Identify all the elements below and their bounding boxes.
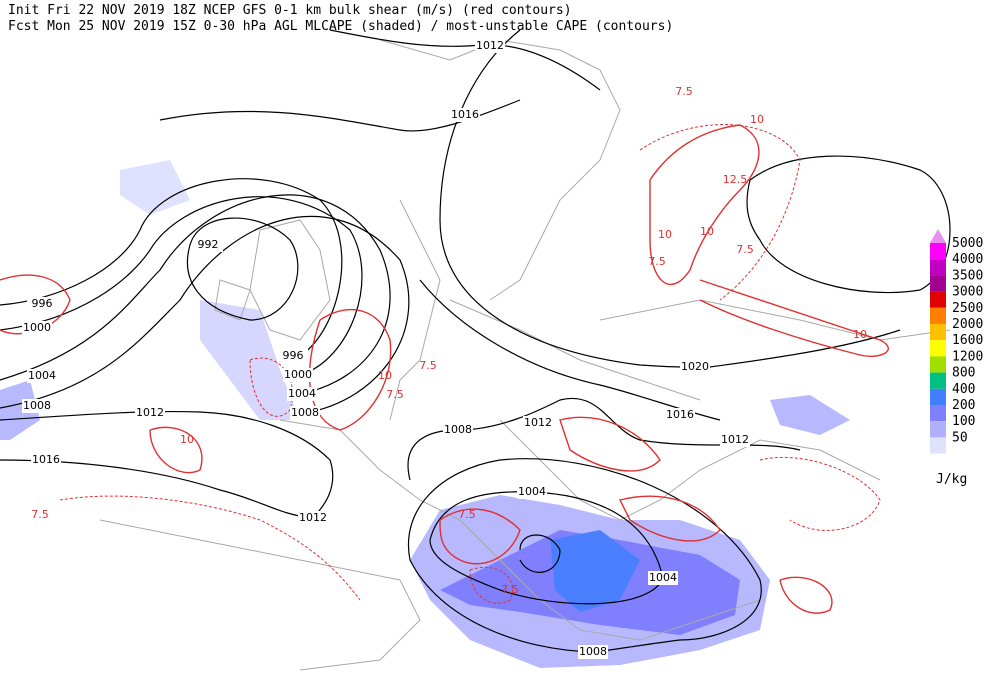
label-background — [443, 423, 473, 437]
label-background — [648, 571, 678, 585]
label-background — [278, 349, 308, 363]
isobar-label: 1020 — [681, 360, 709, 373]
label-background — [578, 645, 608, 659]
colorbar-swatch — [930, 372, 946, 389]
shear-label: 10 — [658, 228, 672, 241]
shear-label: 10 — [180, 433, 194, 446]
colorbar-label: 5000 — [952, 236, 983, 251]
isobar-label: 1000 — [23, 321, 51, 334]
label-background — [287, 387, 317, 401]
shear-label: 7.5 — [458, 508, 476, 521]
colorbar-label: 800 — [952, 366, 975, 381]
shear-label: 7.5 — [736, 243, 754, 256]
cape-shading — [0, 160, 850, 668]
shear-label: 10 — [378, 369, 392, 382]
colorbar-swatch — [930, 421, 946, 438]
shear-label: 7.5 — [648, 255, 666, 268]
isobar-label: 1004 — [28, 369, 56, 382]
isobar-label: 1016 — [451, 108, 479, 121]
shear-label: 10 — [700, 225, 714, 238]
label-background — [22, 321, 52, 335]
isobar-label: 1000 — [284, 368, 312, 381]
isobar-label: 996 — [32, 297, 53, 310]
isobar-label: 1008 — [291, 406, 319, 419]
isobar-label: 992 — [198, 238, 219, 251]
colorbar-label: 200 — [952, 398, 975, 413]
label-background — [27, 297, 57, 311]
shear-label: 7.5 — [501, 583, 519, 596]
isobar-label: 1004 — [518, 485, 546, 498]
colorbar-swatch — [930, 259, 946, 276]
label-background — [193, 238, 223, 252]
colorbar-swatch — [930, 243, 946, 260]
header-line: Init Fri 22 NOV 2019 18Z NCEP GFS 0-1 km… — [8, 3, 572, 18]
header-line: Fcst Mon 25 NOV 2019 15Z 0-30 hPa AGL ML… — [8, 19, 673, 34]
label-background — [22, 399, 52, 413]
label-background — [475, 39, 505, 53]
colorbar-label: 3500 — [952, 268, 983, 283]
isobar-labels: 1012 1016 992 996 1000 996 1000 1004 1004 1008 100… — [22, 39, 750, 659]
isobar-label: 996 — [283, 349, 304, 362]
label-background — [31, 453, 61, 467]
isobar-label: 1012 — [476, 39, 504, 52]
label-background — [523, 416, 553, 430]
label-background — [27, 369, 57, 383]
colorbar-arrow — [930, 229, 946, 243]
shear-label: 12.5 — [723, 173, 748, 186]
colorbar-swatch — [930, 324, 946, 341]
isobar-label: 1008 — [444, 423, 472, 436]
colorbar-swatch — [930, 437, 946, 454]
colorbar-label: 2500 — [952, 301, 983, 316]
colorbar-swatch — [930, 291, 946, 308]
colorbar-swatch — [930, 388, 946, 405]
isobar-label: 1012 — [721, 433, 749, 446]
shear-label: 7.5 — [386, 388, 404, 401]
colorbar-label: 400 — [952, 382, 975, 397]
label-background — [298, 511, 328, 525]
colorbar-swatch — [930, 340, 946, 357]
colorbar-label: 1600 — [952, 333, 983, 348]
isobar-label: 1012 — [524, 416, 552, 429]
label-background — [720, 433, 750, 447]
isobar-label: 1016 — [666, 408, 694, 421]
label-background — [290, 406, 320, 420]
shear-labels: 7.5 10 12.5 10 10 7.5 7.5 10 10 7.5 7.5 7.5 10 7.5 7.5 — [31, 85, 867, 596]
colorbar-swatch — [930, 405, 946, 422]
isobar-label: 1012 — [299, 511, 327, 524]
colorbar-label: 1200 — [952, 349, 983, 364]
colorbar-label: 3000 — [952, 285, 983, 300]
label-background — [450, 108, 480, 122]
colorbar-swatch — [930, 307, 946, 324]
shear-label: 7.5 — [31, 508, 49, 521]
label-background — [680, 360, 710, 374]
label-background — [517, 485, 547, 499]
label-background — [283, 368, 313, 382]
label-background — [135, 406, 165, 420]
label-background — [665, 408, 695, 422]
isobar-label: 1016 — [32, 453, 60, 466]
shear-label: 7.5 — [419, 359, 437, 372]
shear-label: 10 — [853, 328, 867, 341]
colorbar-swatch — [930, 356, 946, 373]
colorbar-label: 2000 — [952, 317, 983, 332]
isobar-label: 1004 — [649, 571, 677, 584]
coastlines — [99, 39, 951, 671]
shear-label: 7.5 — [675, 85, 693, 98]
isobar-label: 1008 — [579, 645, 607, 658]
colorbar-swatch — [930, 275, 946, 292]
isobar-label: 1012 — [136, 406, 164, 419]
colorbar-label: 50 — [952, 430, 968, 445]
shear-label: 10 — [750, 113, 764, 126]
colorbar-label: 4000 — [952, 252, 983, 267]
colorbar-label: 100 — [952, 414, 975, 429]
isobar-label: 1008 — [23, 399, 51, 412]
isobar-label: 1004 — [288, 387, 316, 400]
colorbar-unit: J/kg — [936, 472, 967, 487]
